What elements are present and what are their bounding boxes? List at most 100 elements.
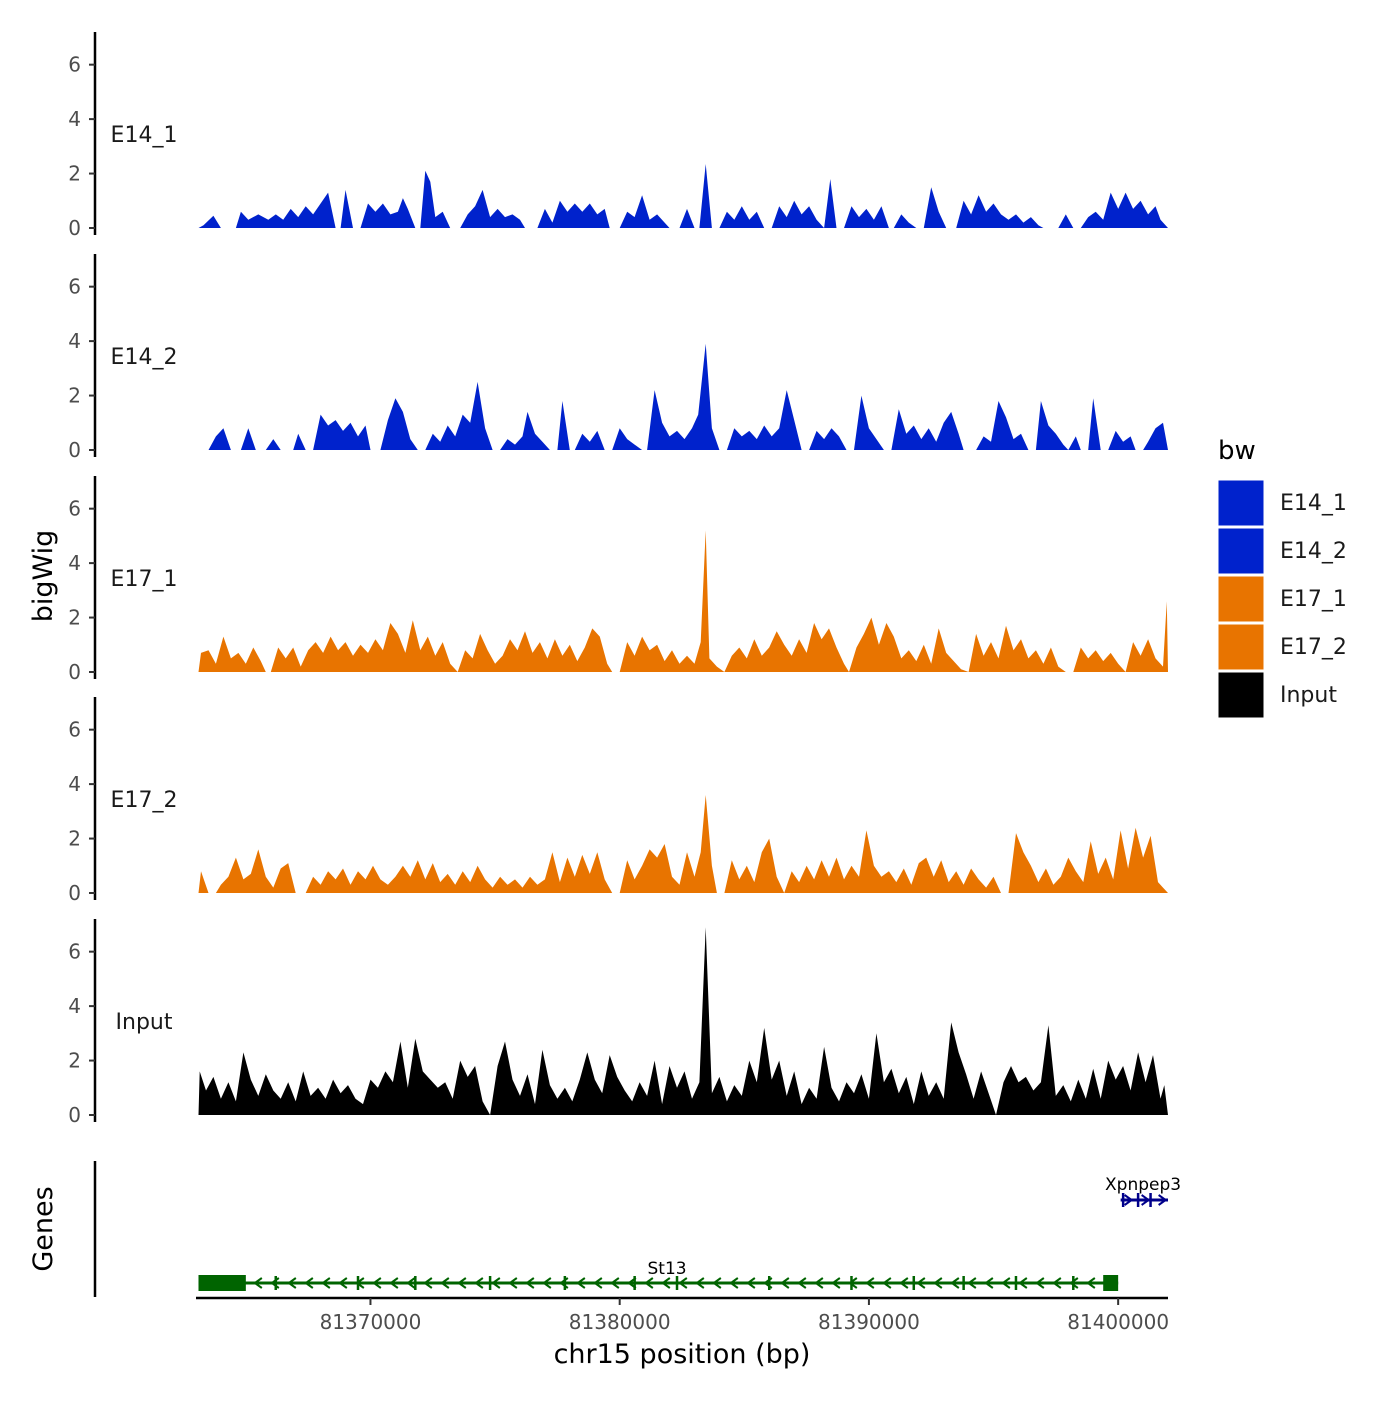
legend-title: bw	[1218, 436, 1256, 466]
strand-arrow	[848, 1277, 858, 1289]
y-tick-label: 4	[68, 329, 81, 353]
area-E17_1	[198, 530, 1168, 672]
strand-arrow	[270, 1277, 280, 1289]
x-tick-label: 81390000	[818, 1310, 920, 1334]
x-tick-label: 81400000	[1067, 1310, 1169, 1334]
y-tick-label: 0	[68, 660, 81, 684]
y-tick-label: 2	[68, 162, 81, 186]
strand-arrow	[1052, 1277, 1062, 1289]
strand-arrow	[559, 1277, 569, 1289]
strand-arrow	[729, 1277, 739, 1289]
strand-arrow	[593, 1277, 603, 1289]
strand-arrow	[576, 1277, 586, 1289]
strand-arrow	[440, 1277, 450, 1289]
panel-E14_1: 0 2 4 6 E14_1	[68, 32, 1168, 240]
strand-arrow	[355, 1277, 365, 1289]
legend-label: E14_1	[1280, 491, 1347, 516]
x-axis-title: chr15 position (bp)	[554, 1339, 811, 1370]
strand-arrow	[474, 1277, 484, 1289]
strand-arrow	[984, 1277, 994, 1289]
y-tick-label: 6	[68, 275, 81, 299]
strand-arrow	[1086, 1277, 1096, 1289]
strand-arrow	[1141, 1194, 1151, 1206]
strand-arrow	[950, 1277, 960, 1289]
strand-arrow	[423, 1277, 433, 1289]
panel-E14_2: 0 2 4 6 E14_2	[68, 254, 1168, 462]
area-E14_2	[208, 343, 1168, 450]
legend-label: E17_2	[1280, 635, 1347, 660]
legend-label: E14_2	[1280, 539, 1347, 564]
gene-Xpnpep3: Xpnpep3	[1105, 1175, 1181, 1207]
area-E14_1	[198, 164, 1168, 228]
strand-arrow	[712, 1277, 722, 1289]
y-tick-label: 0	[68, 881, 81, 905]
strand-arrow	[797, 1277, 807, 1289]
legend-swatch	[1217, 623, 1265, 671]
legend-label: E17_1	[1280, 587, 1347, 612]
gene-exon	[1103, 1275, 1119, 1291]
genes-track: St13 Xpnpep3	[93, 1161, 1181, 1297]
strand-arrow	[695, 1277, 705, 1289]
strand-arrow	[746, 1277, 756, 1289]
y-tick-label: 0	[68, 216, 81, 240]
gene-exon	[198, 1275, 246, 1291]
y-tick-label: 4	[68, 994, 81, 1018]
panel-label: E14_2	[111, 345, 178, 370]
x-tick-label: 81370000	[320, 1310, 422, 1334]
panel-Input: 0 2 4 6 Input	[68, 919, 1168, 1127]
y-tick-label: 2	[68, 606, 81, 630]
strand-arrow	[287, 1277, 297, 1289]
y-tick-label: 4	[68, 551, 81, 575]
strand-arrow	[508, 1277, 518, 1289]
legend-swatch	[1217, 671, 1265, 719]
strand-arrow	[967, 1277, 977, 1289]
strand-arrow	[321, 1277, 331, 1289]
strand-arrow	[525, 1277, 535, 1289]
legend-swatch	[1217, 527, 1265, 575]
y-tick-label: 2	[68, 827, 81, 851]
area-Input	[198, 927, 1168, 1115]
y-tick-label: 2	[68, 384, 81, 408]
legend-label: Input	[1280, 683, 1337, 708]
strand-arrow	[933, 1277, 943, 1289]
y-tick-label: 0	[68, 438, 81, 462]
track-panels: 0 2 4 6 E14_1 0 2 4 6 E14_2 0 2 4 6 E17_1 0 2 4 6 E17_2 0 2 4 6…	[68, 32, 1168, 1127]
strand-arrow	[814, 1277, 824, 1289]
y-tick-label: 6	[68, 497, 81, 521]
strand-arrow	[1035, 1277, 1045, 1289]
strand-arrow	[661, 1277, 671, 1289]
panel-label: E17_2	[111, 788, 178, 813]
strand-arrow	[678, 1277, 688, 1289]
strand-arrow	[457, 1277, 467, 1289]
y-tick-label: 6	[68, 940, 81, 964]
y-tick-label: 0	[68, 1103, 81, 1127]
strand-arrow	[304, 1277, 314, 1289]
legend-swatch	[1217, 575, 1265, 623]
x-axis: 81370000 81380000 81390000 81400000	[196, 1296, 1169, 1334]
panel-E17_2: 0 2 4 6 E17_2	[68, 697, 1168, 905]
y-tick-label: 2	[68, 1049, 81, 1073]
strand-arrow	[627, 1277, 637, 1289]
strand-arrow	[1158, 1194, 1168, 1206]
strand-arrow	[610, 1277, 620, 1289]
y-tick-label: 4	[68, 772, 81, 796]
strand-arrow	[338, 1277, 348, 1289]
strand-arrow	[389, 1277, 399, 1289]
y-axis-title: bigWig	[28, 530, 59, 623]
gene-label: St13	[647, 1259, 686, 1279]
genes-axis-title: Genes	[28, 1186, 59, 1271]
strand-arrow	[1001, 1277, 1011, 1289]
legend-swatch	[1217, 479, 1265, 527]
strand-arrow	[406, 1277, 416, 1289]
y-tick-label: 6	[68, 718, 81, 742]
strand-arrow	[372, 1277, 382, 1289]
gene-label: Xpnpep3	[1105, 1175, 1181, 1195]
strand-arrow	[1124, 1194, 1134, 1206]
strand-arrow	[1069, 1277, 1079, 1289]
strand-arrow	[780, 1277, 790, 1289]
y-tick-label: 6	[68, 53, 81, 77]
panel-E17_1: 0 2 4 6 E17_1	[68, 476, 1168, 684]
strand-arrow	[865, 1277, 875, 1289]
